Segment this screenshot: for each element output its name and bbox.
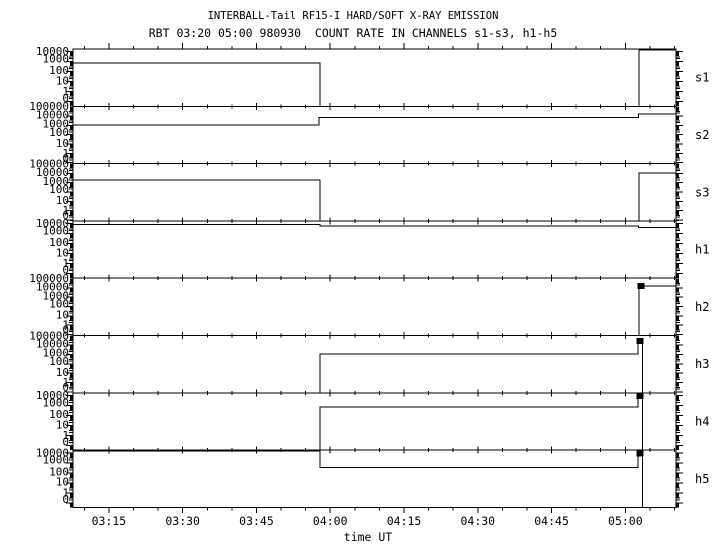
y-tick-label: 0 bbox=[62, 436, 69, 449]
x-tick-label: 05:00 bbox=[608, 514, 643, 528]
trace-h5 bbox=[73, 450, 676, 508]
panel-label-s2: s2 bbox=[695, 128, 709, 142]
x-tick-label: 03:15 bbox=[92, 514, 127, 528]
y-tick-label: 1 bbox=[62, 257, 69, 270]
y-tick-label: 100000 bbox=[29, 100, 69, 113]
y-tick-label: 10 bbox=[56, 366, 69, 379]
y-tick-label: 100 bbox=[49, 183, 69, 196]
chart-subtitle: RBT 03:20 05:00 980930 COUNT RATE IN CHA… bbox=[149, 26, 558, 40]
y-tick-label: 10 bbox=[56, 246, 69, 259]
y-tick-label: 0 bbox=[62, 264, 69, 277]
chart-title: INTERBALL-Tail RF15-I HARD/SOFT X-RAY EM… bbox=[208, 10, 499, 22]
y-tick-label: 100000 bbox=[29, 158, 69, 171]
y-tick-label: 0 bbox=[62, 92, 69, 105]
y-tick-label: 100 bbox=[49, 298, 69, 311]
y-tick-label: 10000 bbox=[36, 446, 69, 459]
y-tick-label: 10000 bbox=[36, 280, 69, 293]
y-tick-label: 1 bbox=[62, 147, 69, 160]
y-tick-label: 100000 bbox=[29, 329, 69, 342]
y-tick-label: 10000 bbox=[36, 45, 69, 58]
spike-marker-h2 bbox=[637, 283, 645, 289]
count-rate-traces bbox=[73, 49, 676, 508]
y-tick-label: 100000 bbox=[29, 272, 69, 285]
x-tick-label: 03:45 bbox=[239, 514, 274, 528]
y-tick-label: 10 bbox=[56, 137, 69, 150]
y-tick-label: 10 bbox=[56, 194, 69, 207]
y-tick-label: 1000 bbox=[43, 396, 70, 409]
y-tick-label: 0 bbox=[62, 209, 69, 222]
spike-marker-h4 bbox=[636, 392, 644, 399]
x-axis-label: time UT bbox=[344, 530, 393, 544]
y-tick-label: 10 bbox=[56, 75, 69, 88]
y-tick-label: 10 bbox=[56, 476, 69, 489]
y-tick-label: 100 bbox=[49, 465, 69, 478]
x-tick-label: 04:15 bbox=[387, 514, 422, 528]
panel-label-h5: h5 bbox=[695, 472, 709, 486]
y-tick-label: 10000 bbox=[36, 166, 69, 179]
trace-h2 bbox=[73, 285, 676, 336]
y-tick-label: 1000 bbox=[43, 347, 70, 360]
y-tick-label: 1 bbox=[62, 486, 69, 499]
trace-h4 bbox=[73, 395, 676, 451]
y-tick-label: 100 bbox=[49, 64, 69, 77]
x-tick-label: 04:30 bbox=[460, 514, 495, 528]
y-tick-label: 1 bbox=[62, 319, 69, 332]
y-tick-label: 1000 bbox=[43, 224, 70, 237]
panel-label-s3: s3 bbox=[695, 185, 709, 199]
y-tick-label: 10000 bbox=[36, 217, 69, 230]
y-tick-label: 1 bbox=[62, 376, 69, 389]
y-tick-label: 10000 bbox=[36, 389, 69, 402]
trace-h1 bbox=[73, 224, 676, 229]
trace-s2 bbox=[73, 113, 676, 126]
x-tick-label: 04:00 bbox=[313, 514, 348, 528]
panel-label-h3: h3 bbox=[695, 357, 709, 371]
y-tick-label: 0 bbox=[62, 381, 69, 394]
y-tick-label: 1 bbox=[62, 85, 69, 98]
panel-label-h4: h4 bbox=[695, 414, 709, 428]
y-tick-label: 1 bbox=[62, 429, 69, 442]
x-tick-label: 03:30 bbox=[165, 514, 200, 528]
trace-h3 bbox=[73, 340, 676, 394]
y-tick-label: 10000 bbox=[36, 109, 69, 122]
y-tick-label: 1000 bbox=[43, 175, 70, 188]
y-tick-label: 10 bbox=[56, 309, 69, 322]
panel-label-h2: h2 bbox=[695, 300, 709, 314]
y-tick-label: 0 bbox=[62, 493, 69, 506]
spike-marker-h5 bbox=[636, 450, 644, 457]
axis-labels: 1000010001001010s11000001000010001001010… bbox=[29, 45, 709, 528]
y-tick-label: 100 bbox=[49, 355, 69, 368]
panel-label-h1: h1 bbox=[695, 243, 709, 257]
y-tick-label: 1000 bbox=[43, 454, 70, 467]
y-tick-label: 1000 bbox=[43, 289, 70, 302]
panel-label-s1: s1 bbox=[695, 71, 709, 85]
trace-s3 bbox=[73, 172, 676, 222]
y-tick-label: 100 bbox=[49, 126, 69, 139]
x-tick-label: 04:45 bbox=[534, 514, 569, 528]
y-tick-label: 10 bbox=[56, 418, 69, 431]
y-tick-label: 0 bbox=[62, 324, 69, 337]
y-tick-label: 10000 bbox=[36, 338, 69, 351]
trace-s1 bbox=[73, 49, 676, 107]
y-tick-label: 100 bbox=[49, 408, 69, 421]
spike-marker-h3 bbox=[636, 337, 644, 344]
y-tick-label: 0 bbox=[62, 152, 69, 165]
y-tick-label: 1000 bbox=[43, 53, 70, 66]
y-tick-label: 1000 bbox=[43, 118, 70, 131]
y-tick-label: 1 bbox=[62, 204, 69, 217]
y-tick-label: 100 bbox=[49, 236, 69, 249]
